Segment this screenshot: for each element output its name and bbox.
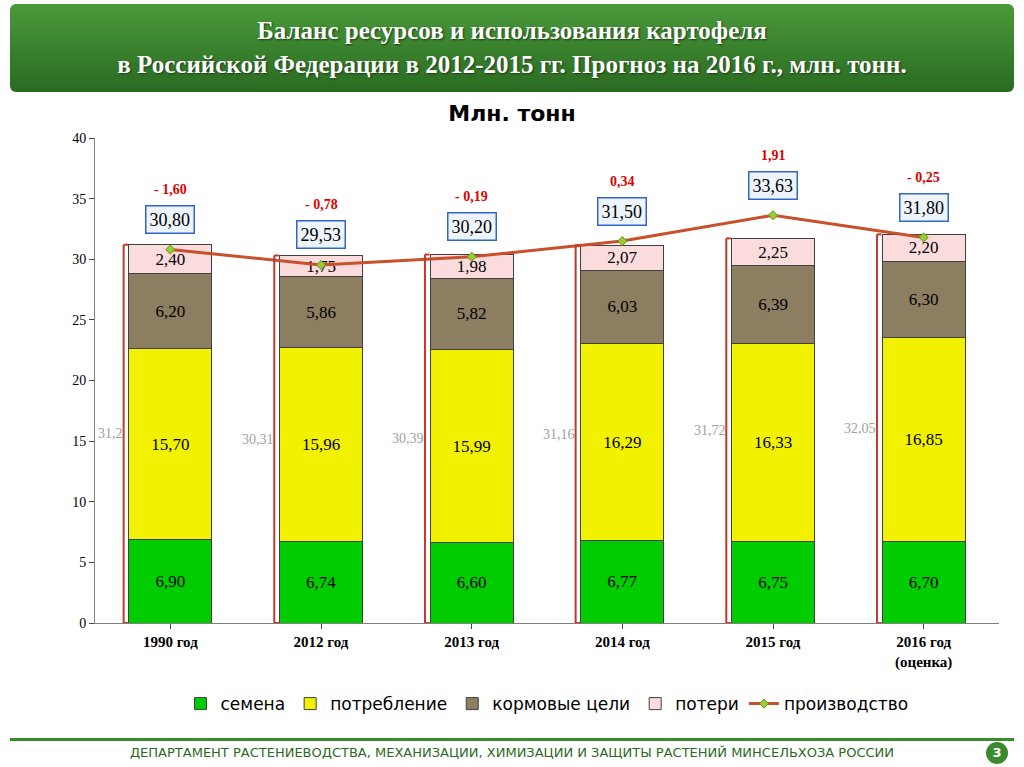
svg-text:31,50: 31,50 — [602, 202, 643, 222]
svg-text:6,60: 6,60 — [457, 573, 487, 592]
svg-text:6,39: 6,39 — [758, 295, 788, 314]
svg-text:6,70: 6,70 — [909, 573, 939, 592]
svg-text:- 0,19: - 0,19 — [455, 189, 488, 204]
svg-text:5,86: 5,86 — [306, 303, 336, 322]
svg-text:- 0,78: - 0,78 — [305, 197, 338, 212]
svg-text:Млн. тонн: Млн. тонн — [448, 101, 576, 126]
svg-text:15,96: 15,96 — [302, 435, 340, 454]
svg-text:20: 20 — [72, 373, 86, 388]
svg-text:6,75: 6,75 — [758, 573, 788, 592]
svg-text:2015 год: 2015 год — [746, 634, 801, 650]
svg-text:5: 5 — [79, 555, 86, 570]
svg-text:- 0,25: - 0,25 — [907, 170, 940, 185]
svg-text:25: 25 — [72, 313, 86, 328]
svg-text:2013 год: 2013 год — [444, 634, 499, 650]
svg-text:30: 30 — [72, 252, 86, 267]
svg-text:30,80: 30,80 — [150, 210, 191, 230]
svg-text:30,20: 30,20 — [452, 217, 493, 237]
html-text:в Российской Федерации в 2012-: в Российской Федерации в 2012-2015 гг. П… — [117, 51, 907, 78]
svg-text:6,20: 6,20 — [155, 302, 185, 321]
svg-text:6,30: 6,30 — [909, 290, 939, 309]
svg-text:32,05: 32,05 — [844, 421, 876, 436]
html-text:ДЕПАРТАМЕНТ РАСТЕНИЕВОДСТВА, М: ДЕПАРТАМЕНТ РАСТЕНИЕВОДСТВА, МЕХАНИЗАЦИИ… — [130, 745, 894, 760]
svg-text:16,33: 16,33 — [754, 433, 792, 452]
html-text:3: 3 — [992, 745, 1002, 760]
svg-text:31,16: 31,16 — [543, 427, 575, 442]
svg-text:кормовые цели: кормовые цели — [492, 694, 630, 714]
svg-text:33,63: 33,63 — [753, 176, 794, 196]
svg-text:29,53: 29,53 — [301, 225, 342, 245]
svg-text:5,82: 5,82 — [457, 304, 487, 323]
svg-text:2,25: 2,25 — [758, 243, 788, 262]
svg-text:10: 10 — [72, 495, 86, 510]
svg-text:1990 год: 1990 год — [143, 634, 198, 650]
svg-text:16,85: 16,85 — [905, 430, 943, 449]
svg-text:2012 год: 2012 год — [294, 634, 349, 650]
svg-text:потери: потери — [675, 694, 739, 714]
svg-text:потребление: потребление — [330, 694, 447, 714]
svg-text:15: 15 — [72, 434, 86, 449]
svg-text:30,31: 30,31 — [242, 432, 274, 447]
svg-text:6,03: 6,03 — [607, 297, 637, 316]
svg-text:- 1,60: - 1,60 — [154, 182, 187, 197]
svg-text:2,40: 2,40 — [155, 250, 185, 269]
svg-text:16,29: 16,29 — [603, 433, 641, 452]
svg-text:0: 0 — [79, 616, 86, 631]
svg-text:2,20: 2,20 — [909, 238, 939, 257]
svg-text:6,90: 6,90 — [155, 572, 185, 591]
svg-text:31,2: 31,2 — [98, 426, 123, 441]
svg-text:1,91: 1,91 — [761, 148, 786, 163]
svg-text:31,72: 31,72 — [694, 423, 726, 438]
svg-text:30,39: 30,39 — [392, 431, 424, 446]
svg-text:семена: семена — [221, 694, 286, 714]
svg-text:производство: производство — [784, 694, 908, 714]
svg-text:1,98: 1,98 — [457, 257, 487, 276]
svg-text:6,77: 6,77 — [607, 572, 637, 591]
svg-text:1,75: 1,75 — [306, 257, 336, 276]
svg-text:15,99: 15,99 — [453, 437, 491, 456]
html-text:Баланс ресурсов и использовани: Баланс ресурсов и использования картофел… — [257, 17, 767, 44]
svg-text:2,07: 2,07 — [607, 248, 637, 267]
svg-text:35: 35 — [72, 192, 86, 207]
svg-text:0,34: 0,34 — [610, 174, 635, 189]
svg-text:40: 40 — [72, 131, 86, 146]
svg-text:6,74: 6,74 — [306, 573, 336, 592]
svg-text:2014 год: 2014 год — [595, 634, 650, 650]
svg-text:15,70: 15,70 — [151, 435, 189, 454]
svg-text:2016 год(оценка): 2016 год(оценка) — [895, 634, 952, 671]
svg-text:31,80: 31,80 — [904, 198, 945, 218]
